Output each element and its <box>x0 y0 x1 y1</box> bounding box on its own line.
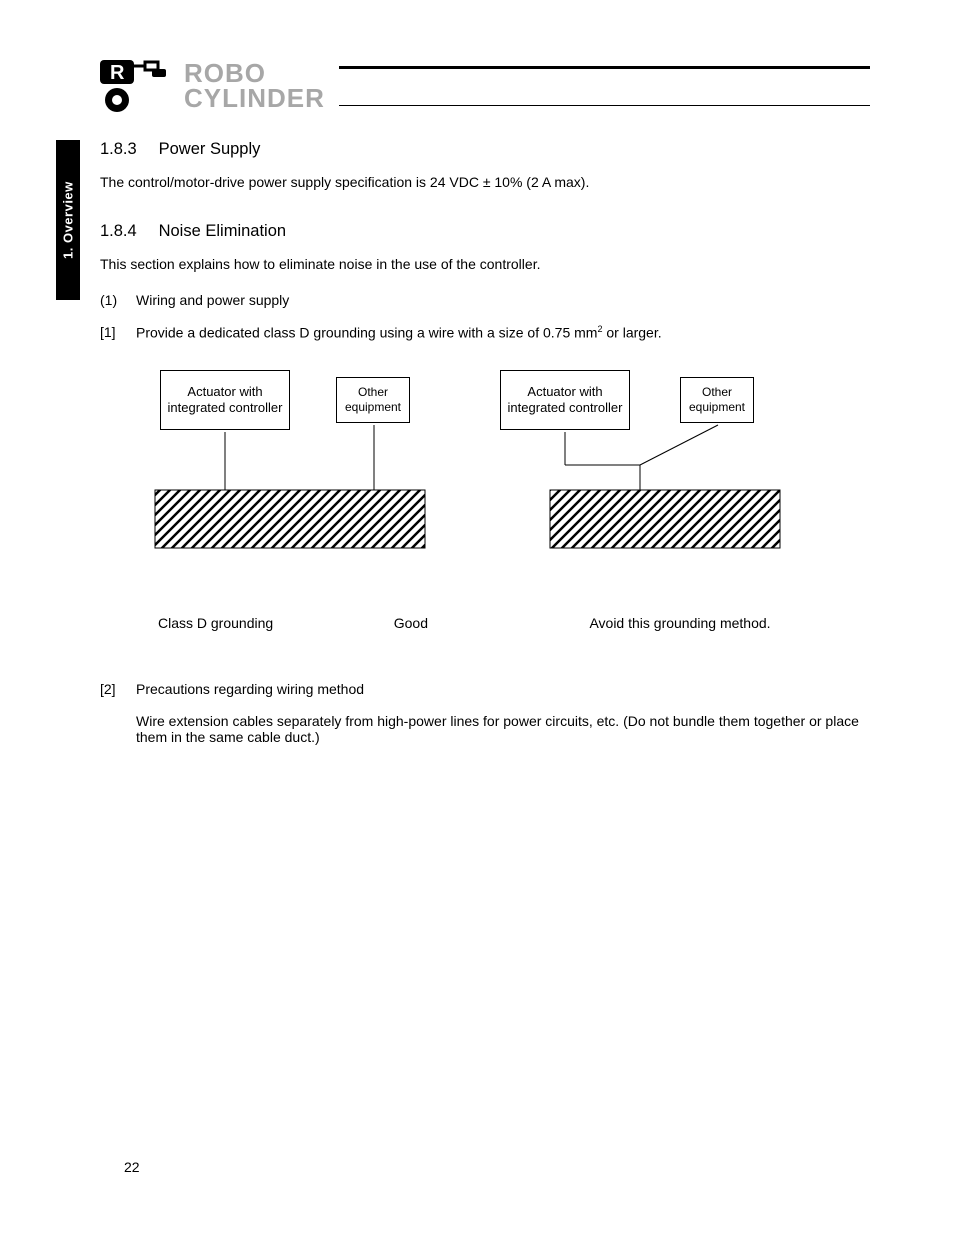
diagram-avoid-label: Avoid this grounding method. <box>490 615 800 631</box>
diagram-avoid: Actuator with integrated controller Othe… <box>490 370 800 631</box>
subitem-1-marker: [1] <box>100 324 136 341</box>
subitem-1-text: Provide a dedicated class D grounding us… <box>136 324 870 341</box>
diagram-avoid-svg: Actuator with integrated controller Othe… <box>490 370 800 600</box>
section-184-number: 1.8.4 <box>100 222 154 241</box>
subitem-2-body: Wire extension cables separately from hi… <box>136 713 870 745</box>
diagram-avoid-other-box: Other equipment <box>680 377 754 423</box>
grounding-diagrams: Actuator with integrated controller Othe… <box>140 370 870 631</box>
page-content: R ROBO CYLINDER 1.8.3 Power Supply The c… <box>100 60 870 761</box>
diagram-avoid-actuator-box: Actuator with integrated controller <box>500 370 630 430</box>
header-rule-thick <box>339 66 870 69</box>
svg-text:R: R <box>110 62 125 84</box>
subitem-1-post: or larger. <box>602 324 661 340</box>
section-184-title: Noise Elimination <box>159 222 286 240</box>
diagram-good-actuator-box: Actuator with integrated controller <box>160 370 290 430</box>
section-183-body: The control/motor-drive power supply spe… <box>100 173 870 192</box>
section-183-heading: 1.8.3 Power Supply <box>100 140 870 159</box>
subitem-2-marker: [2] <box>100 681 136 697</box>
diagram-good-label-left: Class D grounding <box>140 615 394 631</box>
item-1-marker: (1) <box>100 292 136 308</box>
section-183-title: Power Supply <box>159 140 261 158</box>
header-rules <box>339 66 870 106</box>
subitem-2-title: Precautions regarding wiring method <box>136 681 870 697</box>
robo-cylinder-logo-icon: R <box>100 60 170 112</box>
subitem-1: [1] Provide a dedicated class D groundin… <box>100 324 870 341</box>
section-184-intro: This section explains how to eliminate n… <box>100 255 870 274</box>
subitem-2-body-row: Wire extension cables separately from hi… <box>100 713 870 745</box>
diagram-good: Actuator with integrated controller Othe… <box>140 370 440 631</box>
diagram-good-label-right: Good <box>394 615 440 631</box>
section-184-heading: 1.8.4 Noise Elimination <box>100 222 870 241</box>
diagram-good-svg: Actuator with integrated controller Othe… <box>140 370 440 600</box>
item-1: (1) Wiring and power supply <box>100 292 870 308</box>
page-number: 22 <box>124 1159 140 1175</box>
side-tab-overview: 1. Overview <box>56 140 80 300</box>
diagram-good-other-box: Other equipment <box>336 377 410 423</box>
subitem-1-pre: Provide a dedicated class D grounding us… <box>136 324 597 340</box>
subitem-2: [2] Precautions regarding wiring method <box>100 681 870 697</box>
logo-text: ROBO CYLINDER <box>184 61 325 110</box>
header-rule-thin <box>339 105 870 106</box>
page-header: R ROBO CYLINDER <box>100 60 870 112</box>
subitem-2-spacer <box>100 713 136 745</box>
item-1-text: Wiring and power supply <box>136 292 870 308</box>
logo-line-2: CYLINDER <box>184 86 325 111</box>
section-183-number: 1.8.3 <box>100 140 154 159</box>
